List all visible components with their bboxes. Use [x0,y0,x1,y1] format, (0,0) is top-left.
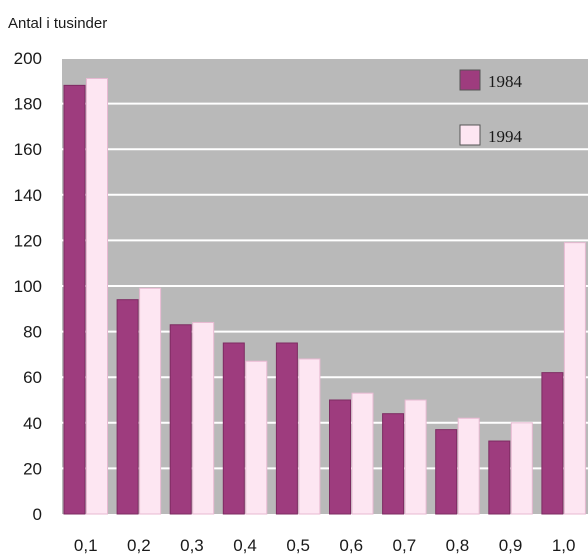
legend: 1984 1994 [459,69,523,146]
bar-1984-0-9 [488,440,511,515]
bar-1994-0-1 [86,78,108,515]
bar-1994-0-5 [298,358,321,515]
legend-label-1984: 1984 [488,72,523,91]
x-tick-label: 0,3 [180,536,204,555]
y-tick-label: 40 [23,414,42,433]
bar-1984-0-4 [222,342,245,515]
y-axis-label: Antal i tusinder [8,15,107,32]
y-tick-label: 100 [14,277,42,296]
x-tick-label: 0,1 [74,536,98,555]
y-tick-label: 20 [23,459,42,478]
bar-1984-1-0 [541,372,564,515]
x-tick-label: 0,5 [286,536,310,555]
x-tick-label: 0,8 [446,536,470,555]
bar-1984-0-5 [275,342,298,515]
y-tick-label: 120 [14,231,42,250]
y-tick-label: 0 [33,505,42,524]
bar-1984-0-8 [435,429,458,515]
x-tick-label: 0,9 [499,536,523,555]
y-tick-label: 200 [14,49,42,68]
bar-1994-0-4 [245,360,268,515]
bar-1984-0-1 [63,84,86,515]
bar-1984-0-6 [329,399,351,515]
y-tick-label: 80 [23,323,42,342]
bar-1994-0-9 [510,422,533,515]
bar-1994-0-8 [457,417,480,515]
bar-1984-0-3 [169,324,192,515]
bar-1984-0-7 [382,413,405,515]
legend-label-1994: 1994 [488,127,523,146]
x-tick-label: 1,0 [552,536,576,555]
x-tick-label: 0,7 [393,536,417,555]
x-tick-label: 0,4 [233,536,257,555]
bar-1994-0-3 [192,321,215,515]
x-axis-ticks: 0,1 0,2 0,3 0,4 0,5 0,6 0,7 0,8 0,9 1,0 [74,536,576,555]
y-tick-label: 140 [14,186,42,205]
x-tick-label: 0,2 [127,536,151,555]
bar-1994-1-0 [563,242,586,515]
bar-1994-0-6 [351,392,374,515]
bar-1994-0-2 [139,287,162,515]
y-tick-label: 180 [14,95,42,114]
bar-1984-0-2 [116,299,139,515]
y-tick-label: 160 [14,140,42,159]
legend-swatch-1984 [459,69,481,91]
y-tick-label: 60 [23,368,42,387]
y-axis-ticks: 0 20 40 60 80 100 120 140 160 180 200 [14,49,42,524]
legend-swatch-1994 [459,124,481,146]
bars [63,78,586,515]
x-tick-label: 0,6 [339,536,363,555]
bar-1994-0-7 [404,399,427,515]
